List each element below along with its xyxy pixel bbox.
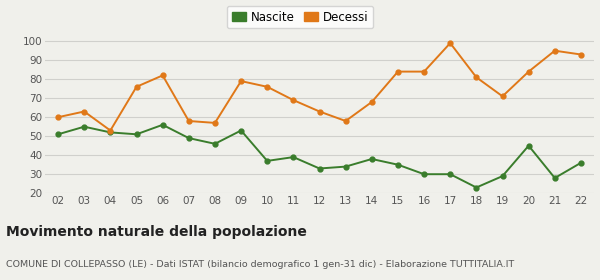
Nascite xyxy=(342,165,349,168)
Nascite xyxy=(499,174,506,178)
Decessi xyxy=(263,85,271,88)
Nascite xyxy=(421,172,428,176)
Decessi xyxy=(551,49,559,52)
Nascite xyxy=(473,186,480,189)
Nascite xyxy=(316,167,323,170)
Nascite xyxy=(80,125,88,129)
Nascite xyxy=(290,155,297,159)
Decessi xyxy=(525,70,532,73)
Nascite xyxy=(368,157,376,161)
Nascite xyxy=(263,159,271,163)
Decessi xyxy=(290,99,297,102)
Line: Decessi: Decessi xyxy=(56,41,583,133)
Legend: Nascite, Decessi: Nascite, Decessi xyxy=(227,6,373,28)
Nascite xyxy=(107,131,114,134)
Decessi xyxy=(316,110,323,113)
Line: Nascite: Nascite xyxy=(56,122,583,190)
Decessi xyxy=(159,74,166,77)
Decessi xyxy=(55,116,62,119)
Decessi xyxy=(211,121,218,125)
Decessi xyxy=(577,53,584,56)
Text: Movimento naturale della popolazione: Movimento naturale della popolazione xyxy=(6,225,307,239)
Text: COMUNE DI COLLEPASSO (LE) - Dati ISTAT (bilancio demografico 1 gen-31 dic) - Ela: COMUNE DI COLLEPASSO (LE) - Dati ISTAT (… xyxy=(6,260,514,269)
Nascite xyxy=(525,144,532,147)
Decessi xyxy=(342,119,349,123)
Decessi xyxy=(394,70,401,73)
Decessi xyxy=(238,80,245,83)
Decessi xyxy=(499,95,506,98)
Nascite xyxy=(394,163,401,166)
Decessi xyxy=(133,85,140,88)
Nascite xyxy=(446,172,454,176)
Nascite xyxy=(238,129,245,132)
Nascite xyxy=(577,161,584,164)
Nascite xyxy=(159,123,166,127)
Nascite xyxy=(133,133,140,136)
Decessi xyxy=(473,76,480,79)
Decessi xyxy=(421,70,428,73)
Nascite xyxy=(211,142,218,146)
Nascite xyxy=(185,136,193,140)
Decessi xyxy=(446,41,454,45)
Decessi xyxy=(107,129,114,132)
Decessi xyxy=(368,100,376,104)
Nascite xyxy=(55,133,62,136)
Nascite xyxy=(551,176,559,180)
Decessi xyxy=(80,110,88,113)
Decessi xyxy=(185,119,193,123)
